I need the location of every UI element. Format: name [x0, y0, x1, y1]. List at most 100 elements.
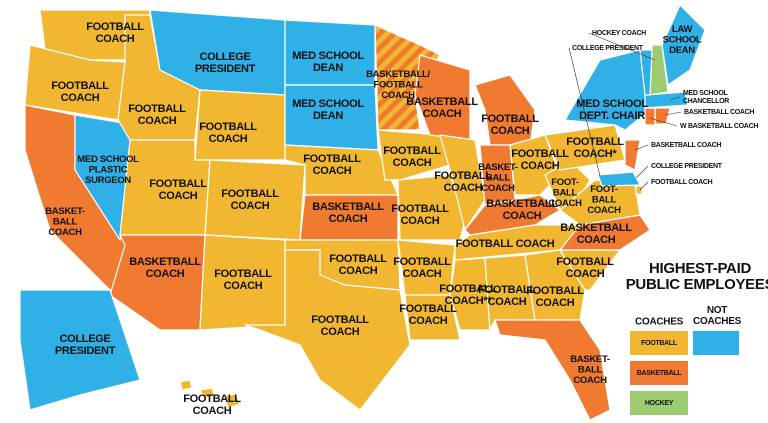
state-label: BASKET-	[570, 354, 610, 365]
state-label: FOOTBALL	[214, 268, 272, 280]
state-label: BASKETBALL	[129, 256, 201, 268]
state-label: FOOTBALL	[478, 284, 536, 296]
state-label: FOOTBALL	[434, 170, 492, 182]
state-label: MED SCHOOL	[292, 98, 364, 110]
state-label: COACH	[401, 215, 440, 227]
callout-label: HOCKEY COACH	[592, 30, 646, 37]
state-label: FOOTBALL COACH	[456, 238, 555, 250]
state	[397, 174, 466, 241]
state	[449, 257, 491, 331]
state-label: BALL	[592, 195, 617, 206]
state	[404, 294, 461, 341]
state-label: FOOTBALL	[51, 80, 109, 92]
state-label: FOOTBALL	[391, 203, 449, 215]
state	[558, 214, 651, 251]
state-label: FOOTBALL	[303, 153, 361, 165]
legend-label: FOOTBALL	[641, 340, 678, 347]
state-label: COACH	[587, 205, 621, 216]
state-label: COACH	[96, 33, 135, 45]
callout-label: CHANCELLOR	[683, 98, 729, 105]
state-label: COACH**	[445, 295, 493, 307]
state-label: COACH	[329, 213, 368, 225]
state-label: COACH	[224, 280, 263, 292]
state-label: COACH	[573, 375, 607, 386]
state-label: DEAN	[669, 45, 695, 56]
state	[639, 49, 653, 96]
state-label: FOOTBALL	[329, 253, 387, 265]
state-label: LAW	[672, 24, 693, 35]
state-label: FOOTBALL	[526, 285, 584, 297]
state	[39, 9, 151, 61]
callout-label: COLLEGE PRESIDENT	[572, 45, 644, 52]
state-label: FOOTBALL	[199, 121, 257, 133]
state-label: COACH	[313, 165, 352, 177]
state	[19, 289, 141, 411]
legend-heading: COACHES	[635, 317, 684, 328]
state	[597, 171, 641, 187]
state-label: BASKETBALL	[560, 222, 632, 234]
state-label: BASKETBALL/	[366, 69, 430, 80]
state-label: COACH	[403, 268, 442, 280]
state-label: PRESIDENT	[195, 63, 256, 75]
state-label: COACH	[193, 405, 232, 417]
legend-swatch	[630, 391, 688, 415]
state	[559, 179, 641, 226]
state	[179, 379, 193, 391]
state	[223, 393, 241, 409]
legend-title: HIGHEST-PAID	[649, 260, 751, 277]
state-label: FOOTBALL	[399, 303, 457, 315]
state-label: FOOTBALL	[393, 256, 451, 268]
state-label: COACH	[536, 297, 575, 309]
legend-swatch	[630, 361, 688, 385]
legend-label: HOCKEY	[645, 400, 674, 407]
state-label: FOOTBALL	[439, 283, 497, 295]
callout-label: MED SCHOOL	[683, 90, 728, 97]
state-label: BASKET-	[45, 206, 85, 217]
state-label: BALL	[486, 173, 511, 184]
legend-label: BASKETBALL	[637, 370, 682, 377]
state	[439, 134, 486, 232]
state	[624, 139, 641, 171]
leader-line	[649, 117, 678, 127]
callout-label: BASKETBALL COACH	[684, 109, 754, 116]
state-label: COACH	[491, 125, 530, 137]
state-label: COACH	[481, 183, 515, 194]
state-label: MED SCHOOL	[77, 154, 139, 165]
state-label: FOOTBALL	[566, 136, 624, 148]
leader-line	[669, 96, 681, 101]
state-label: COACH*	[574, 148, 618, 160]
state-label: FOOTBALL	[221, 188, 279, 200]
state-label: MED SCHOOL	[292, 50, 364, 62]
callout-label: BASKETBALL COACH	[651, 142, 721, 149]
state	[494, 319, 611, 421]
state-label: COACH	[209, 133, 248, 145]
legend-heading: COACHES	[693, 316, 742, 327]
state-label: COACH	[548, 198, 582, 209]
state-label: BASKET-	[478, 162, 518, 173]
state-label: COACH	[444, 182, 483, 194]
state	[644, 107, 656, 126]
state-label: FOOTBALL	[383, 145, 441, 157]
legend-title: PUBLIC EMPLOYEES	[626, 276, 768, 293]
state	[524, 249, 586, 321]
state-label: COACH	[61, 92, 100, 104]
state-label: COACH	[48, 227, 82, 238]
state-label: FOOTBALL	[86, 21, 144, 33]
state-label: BASKETBALL	[312, 201, 384, 213]
state-label: COACH	[521, 160, 560, 172]
state-label: DEPT. CHAIR	[579, 110, 645, 122]
state-label: COLLEGE	[199, 51, 250, 63]
leader-line	[588, 32, 656, 61]
state-label: COACH	[231, 200, 270, 212]
state-label: DEAN	[313, 62, 343, 74]
state-label: FOOTBALL	[128, 103, 186, 115]
state-label: COACH	[577, 234, 616, 246]
state-label: FOOTBALL	[373, 80, 423, 91]
state-label: FOOT-	[590, 184, 618, 195]
legend-swatch	[630, 331, 688, 355]
state	[635, 185, 643, 195]
state-label: COACH	[393, 157, 432, 169]
state-label: BASKETBALL	[486, 198, 558, 210]
state-label: COACH	[339, 265, 378, 277]
